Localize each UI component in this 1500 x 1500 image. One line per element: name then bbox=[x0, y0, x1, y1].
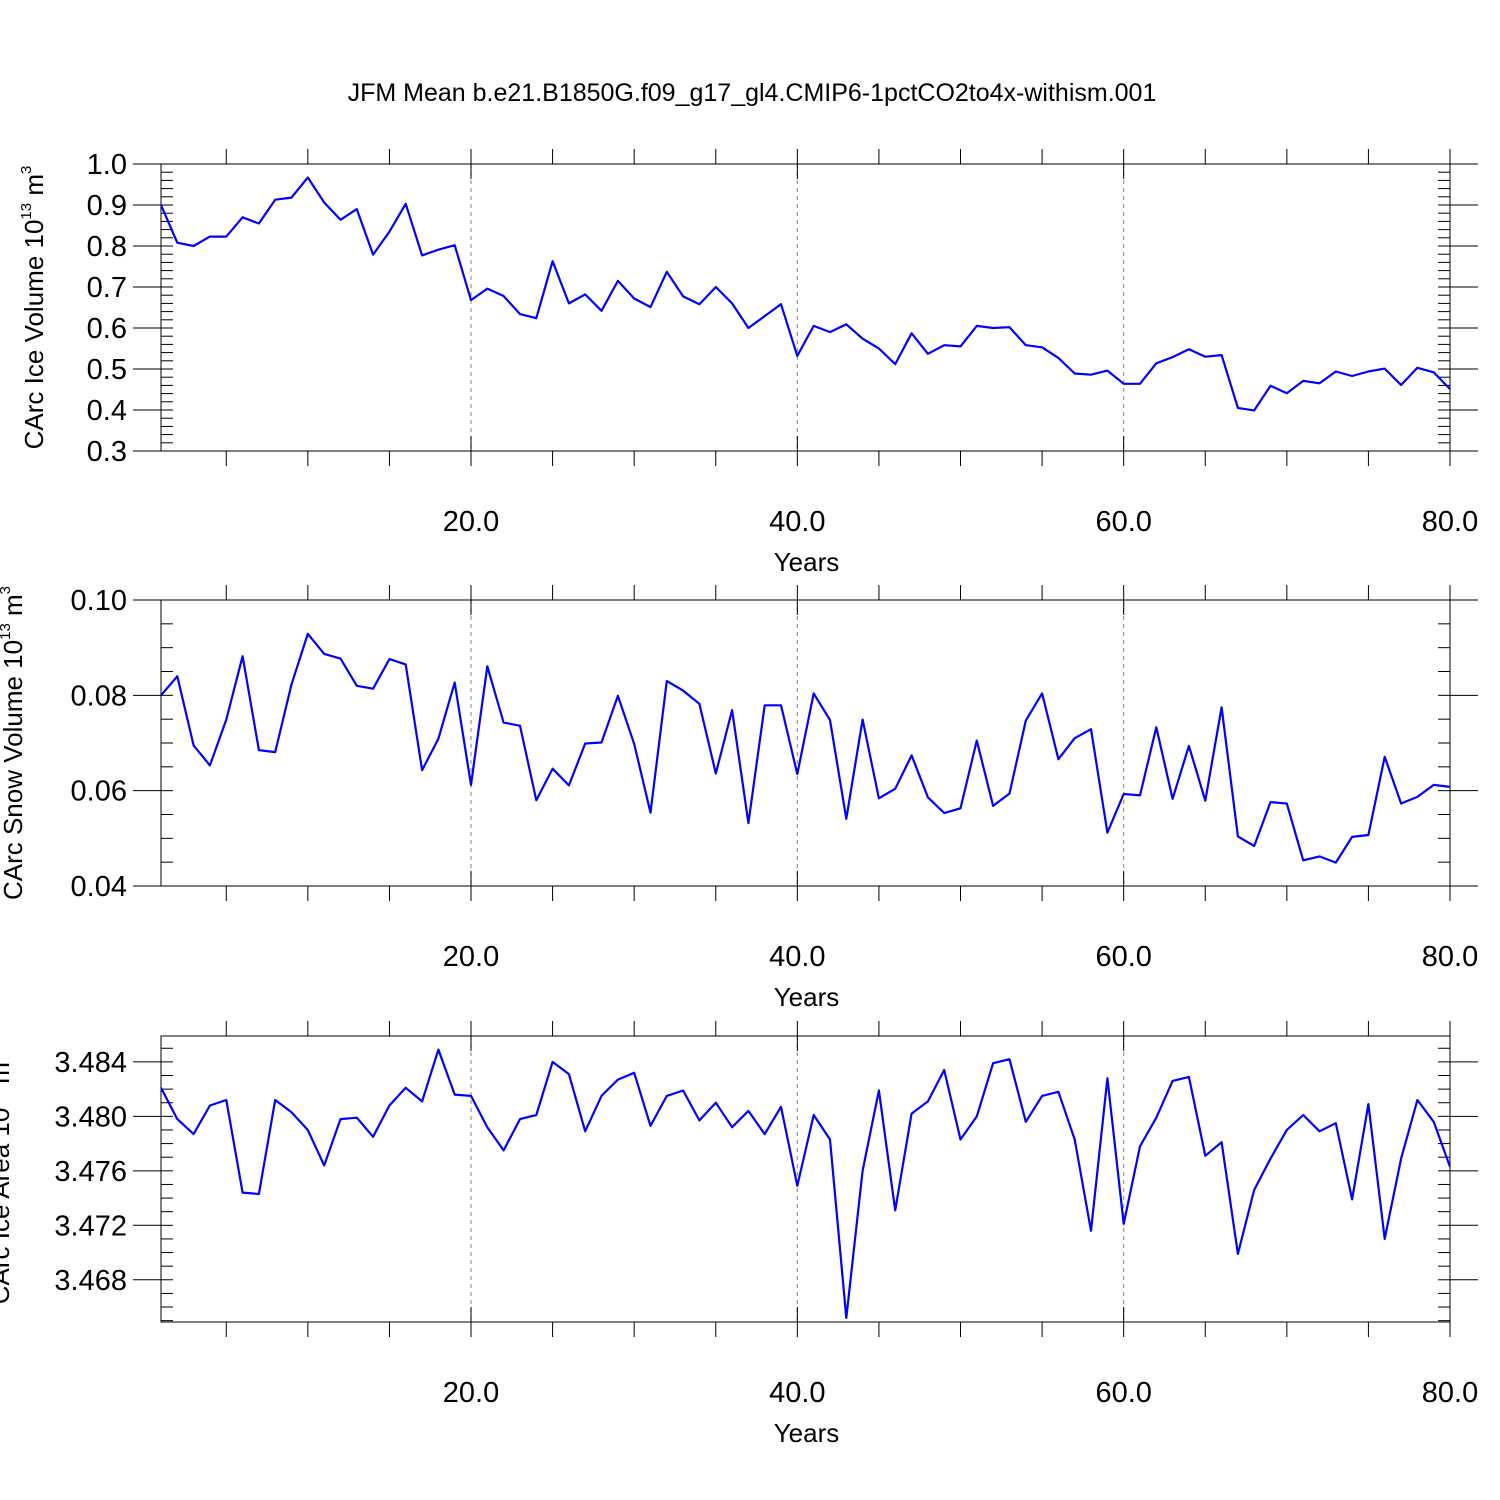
x-axis-label: Years bbox=[774, 982, 840, 1012]
x-tick-label: 20.0 bbox=[443, 1377, 499, 1409]
plot-frame bbox=[160, 599, 1451, 887]
x-tick-label: 40.0 bbox=[769, 941, 825, 973]
x-tick-label: 80.0 bbox=[1422, 1377, 1478, 1409]
panels: 20.0 40.0 60.0 80.0 0.3 0.4 0.5 0.6 0.7 0.8 0.9 1.0… bbox=[0, 149, 1478, 1448]
y-tick-label: 3.484 bbox=[54, 1047, 127, 1079]
y-axis-label-ylabel-unit-exp: 2 bbox=[0, 1054, 1, 1062]
y-axis-label-ylabel-exp: 13 bbox=[0, 623, 14, 640]
y-tick-label: 0.06 bbox=[71, 776, 127, 808]
x-axis-label: Years bbox=[774, 1418, 840, 1448]
x-tick-label: 20.0 bbox=[443, 506, 499, 538]
y-axis-label: CArc Snow Volume 1013 m3 bbox=[0, 586, 28, 900]
y-tick-label: 3.480 bbox=[54, 1101, 127, 1133]
y-tick-label: 0.5 bbox=[87, 354, 127, 386]
x-tick-label: 60.0 bbox=[1095, 506, 1151, 538]
y-axis-label-ylabel-unit: m bbox=[0, 1062, 15, 1091]
data-series-line bbox=[161, 176, 1450, 412]
y-tick-label: 3.472 bbox=[54, 1210, 127, 1242]
x-tick-label: 60.0 bbox=[1095, 941, 1151, 973]
x-axis-label: Years bbox=[774, 547, 840, 577]
x-tick-label: 60.0 bbox=[1095, 1377, 1151, 1409]
plot-frame bbox=[160, 1035, 1451, 1323]
y-axis-label-ylabel-unit-exp: 3 bbox=[18, 166, 35, 174]
panel-1: 20.0 40.0 60.0 80.0 0.3 0.4 0.5 0.6 0.7 0.8 0.9 1.0… bbox=[18, 149, 1478, 577]
y-axis-label-ylabel-unit: m bbox=[19, 174, 49, 203]
data-series-line bbox=[161, 632, 1450, 864]
y-tick-label: 0.4 bbox=[87, 395, 127, 427]
x-tick-label: 40.0 bbox=[769, 506, 825, 538]
y-axis-label-ylabel-base: CArc Ice Area 10 bbox=[0, 1108, 15, 1305]
y-tick-label: 0.08 bbox=[71, 680, 127, 712]
y-tick-label: 0.10 bbox=[71, 585, 127, 617]
y-axis-label-ylabel-exp: 13 bbox=[0, 1091, 1, 1108]
panel-2: 20.0 40.0 60.0 80.0 0.04 0.06 0.08 0.10 Years CAr… bbox=[0, 585, 1478, 1012]
x-tick-label: 40.0 bbox=[769, 1377, 825, 1409]
y-axis-label-ylabel-base: CArc Ice Volume 10 bbox=[19, 220, 49, 450]
y-axis-label: CArc Ice Area 1013 m2 bbox=[0, 1054, 15, 1304]
y-tick-label: 0.6 bbox=[87, 313, 127, 345]
y-axis-label: CArc Ice Volume 1013 m3 bbox=[18, 166, 49, 450]
y-axis-label-ylabel-unit: m bbox=[0, 594, 28, 623]
y-axis-label-ylabel-exp: 13 bbox=[18, 203, 35, 220]
y-axis-label-ylabel-unit-exp: 3 bbox=[0, 586, 14, 594]
y-tick-label: 3.476 bbox=[54, 1156, 127, 1188]
figure-title: JFM Mean b.e21.B1850G.f09_g17_gl4.CMIP6-… bbox=[348, 79, 1157, 107]
data-series-line bbox=[161, 1048, 1450, 1320]
y-tick-label: 0.04 bbox=[71, 871, 127, 903]
y-tick-label: 0.9 bbox=[87, 190, 127, 222]
x-tick-label: 20.0 bbox=[443, 941, 499, 973]
plot-frame bbox=[160, 163, 1451, 452]
x-tick-label: 80.0 bbox=[1422, 941, 1478, 973]
y-tick-label: 0.7 bbox=[87, 272, 127, 304]
y-tick-label: 0.8 bbox=[87, 231, 127, 263]
panel-3: 20.0 40.0 60.0 80.0 3.468 3.472 3.476 3.480 3.48… bbox=[0, 1021, 1478, 1448]
x-tick-label: 80.0 bbox=[1422, 506, 1478, 538]
y-axis-label-ylabel-base: CArc Snow Volume 10 bbox=[0, 640, 28, 900]
y-tick-label: 1.0 bbox=[87, 149, 127, 181]
y-tick-label: 0.3 bbox=[87, 436, 127, 468]
y-tick-label: 3.468 bbox=[54, 1265, 127, 1297]
